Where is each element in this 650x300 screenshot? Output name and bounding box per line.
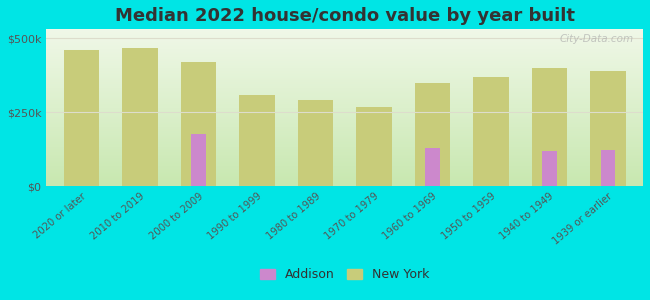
Bar [181, 62, 216, 186]
Title: Median 2022 house/condo value by year built: Median 2022 house/condo value by year bu… [115, 7, 575, 25]
Bar [191, 134, 206, 186]
Bar [590, 71, 625, 186]
Bar [122, 49, 157, 186]
Bar [473, 77, 508, 186]
Bar [64, 50, 99, 186]
Bar [532, 68, 567, 186]
Bar [425, 148, 440, 186]
Bar [356, 107, 391, 186]
Bar [239, 95, 274, 186]
Bar [415, 83, 450, 186]
Bar [542, 151, 557, 186]
Legend: Addison, New York: Addison, New York [255, 263, 435, 286]
Text: City-Data.com: City-Data.com [560, 34, 634, 44]
Bar [601, 150, 616, 186]
Bar [298, 100, 333, 186]
